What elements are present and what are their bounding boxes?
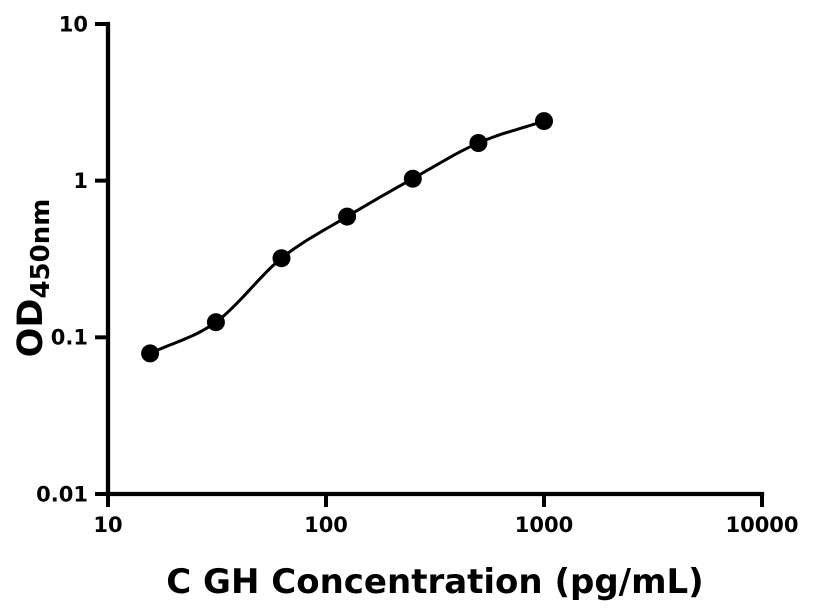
y-axis-title-main: OD xyxy=(11,299,51,358)
x-tick-label-10: 10 xyxy=(93,513,122,537)
plot-area: 10 100 1000 10000 0.01 0.1 1 10 xyxy=(36,12,798,537)
data-point-3 xyxy=(272,249,291,268)
data-point-4 xyxy=(338,207,357,226)
data-point-5 xyxy=(403,169,422,188)
y-tick-label-10: 10 xyxy=(59,12,88,36)
y-axis-title: OD450nm xyxy=(11,199,56,358)
data-point-2 xyxy=(206,313,225,332)
y-axis-title-subscript: 450nm xyxy=(26,199,56,299)
x-axis-title: C GH Concentration (pg/mL) xyxy=(166,562,703,602)
x-tick-label-100: 100 xyxy=(304,513,348,537)
data-point-6 xyxy=(469,134,488,152)
x-tick-label-1000: 1000 xyxy=(515,513,573,537)
y-tick-label-0.1: 0.1 xyxy=(51,326,88,350)
y-tick-label-0.01: 0.01 xyxy=(36,482,88,506)
y-tick-label-1: 1 xyxy=(73,169,88,193)
x-tick-label-10000: 10000 xyxy=(725,513,798,537)
data-point-1 xyxy=(141,344,160,363)
data-point-7 xyxy=(535,112,553,131)
